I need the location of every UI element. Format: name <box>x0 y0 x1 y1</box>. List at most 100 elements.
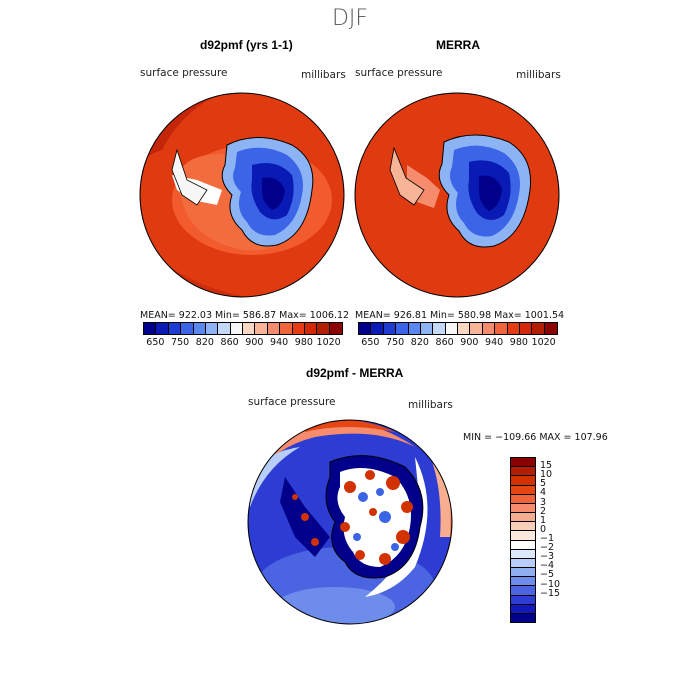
colorbar-tick-label: 820 <box>195 337 214 348</box>
units-label-model: millibars <box>301 69 346 81</box>
colorbar-tick-label: 980 <box>509 337 528 348</box>
colorbar-swatch <box>532 323 545 334</box>
colorbar-swatch <box>511 494 535 504</box>
colorbar-swatch <box>371 323 384 334</box>
colorbar-swatch <box>181 323 194 334</box>
colorbar-swatch <box>511 531 535 541</box>
season-title: DJF <box>331 6 369 31</box>
stats-model: MEAN= 922.03 Min= 586.87 Max= 1006.12 <box>140 310 350 321</box>
colorbar-swatch <box>243 323 256 334</box>
colorbar-swatch <box>495 323 508 334</box>
map-merra-surface-pressure <box>354 92 560 298</box>
colorbar-swatch <box>511 595 535 605</box>
panel-title-obs: MERRA <box>436 38 480 52</box>
map-model-surface-pressure <box>139 92 345 298</box>
colorbar-swatch <box>255 323 268 334</box>
variable-label-model: surface pressure <box>140 67 228 79</box>
colorbar-swatch <box>470 323 483 334</box>
panel-title-model: d92pmf (yrs 1-1) <box>200 38 293 52</box>
colorbar-tick-label: 650 <box>146 337 165 348</box>
colorbar-swatch <box>168 323 182 334</box>
colorbar-tick-label: 940 <box>485 337 504 348</box>
colorbar-ticks-model: 650 750 820 860 900 940 980 1020 <box>143 337 341 349</box>
colorbar-swatch <box>445 323 458 334</box>
colorbar-tick-label: 750 <box>386 337 405 348</box>
colorbar-swatch <box>511 503 535 514</box>
colorbar-swatch <box>458 323 471 334</box>
colorbar-tick-label: 860 <box>220 337 239 348</box>
colorbar-swatch <box>267 323 281 334</box>
colorbar-tick-label: 900 <box>460 337 479 348</box>
colorbar-swatch <box>396 323 409 334</box>
colorbar-obs <box>358 322 558 335</box>
colorbar-tick-label: −3 <box>540 551 555 563</box>
colorbar-tick-label: 980 <box>294 337 313 348</box>
colorbar-swatch <box>383 323 397 334</box>
colorbar-model <box>143 322 343 335</box>
colorbar-tick-label: 860 <box>435 337 454 348</box>
colorbar-swatch <box>329 323 342 334</box>
colorbar-tick-label: −5 <box>540 569 555 581</box>
colorbar-swatch <box>511 558 535 569</box>
colorbar-tick-label: 1020 <box>531 337 556 348</box>
colorbar-swatch <box>511 458 535 468</box>
colorbar-swatch <box>144 323 157 334</box>
colorbar-swatch <box>511 549 535 559</box>
colorbar-tick-label: 940 <box>270 337 289 348</box>
colorbar-swatch <box>317 323 330 334</box>
colorbar-difference <box>510 457 536 623</box>
colorbar-tick-label: 820 <box>410 337 429 348</box>
units-label-obs: millibars <box>516 69 561 81</box>
colorbar-tick-label: −15 <box>540 587 561 599</box>
colorbar-swatch <box>280 323 293 334</box>
colorbar-swatch <box>544 323 557 334</box>
colorbar-swatch <box>511 467 535 477</box>
colorbar-swatch <box>511 513 535 523</box>
colorbar-swatch <box>218 323 231 334</box>
colorbar-tick-label: 3 <box>540 496 547 508</box>
stats-obs: MEAN= 926.81 Min= 580.98 Max= 1001.54 <box>355 310 565 321</box>
colorbar-swatch <box>511 568 535 578</box>
colorbar-swatch <box>511 540 535 550</box>
colorbar-tick-label: 2 <box>540 505 547 517</box>
colorbar-tick-label: −4 <box>540 560 555 572</box>
variable-label-diff: surface pressure <box>248 396 336 408</box>
colorbar-tick-label: −10 <box>540 578 561 590</box>
colorbar-swatch <box>511 586 535 596</box>
colorbar-swatch <box>482 323 496 334</box>
colorbar-swatch <box>292 323 305 334</box>
colorbar-tick-label: 750 <box>171 337 190 348</box>
colorbar-swatch <box>156 323 169 334</box>
colorbar-tick-label: 650 <box>361 337 380 348</box>
colorbar-swatch <box>433 323 446 334</box>
stats-diff: MIN = −109.66 MAX = 107.96 <box>463 432 608 443</box>
colorbar-tick-label: 900 <box>245 337 264 348</box>
colorbar-swatch <box>511 485 535 495</box>
colorbar-swatch <box>205 323 219 334</box>
colorbar-swatch <box>511 476 535 486</box>
colorbar-swatch <box>519 323 533 334</box>
colorbar-swatch <box>193 323 206 334</box>
colorbar-swatch <box>408 323 421 334</box>
colorbar-tick-label: 10 <box>540 469 553 481</box>
colorbar-swatch <box>511 577 535 587</box>
units-label-diff: millibars <box>408 399 453 411</box>
variable-label-obs: surface pressure <box>355 67 443 79</box>
colorbar-ticks-difference: 15 10 5 4 3 2 1 0 −1 −2 −3 −4 −5 −10 −15 <box>540 457 580 621</box>
colorbar-swatch <box>511 522 535 532</box>
colorbar-tick-label: −2 <box>540 542 555 554</box>
colorbar-swatch <box>511 613 535 623</box>
colorbar-swatch <box>230 323 243 334</box>
colorbar-tick-label: 1 <box>540 514 547 526</box>
colorbar-ticks-obs: 650 750 820 860 900 940 980 1020 <box>358 337 556 349</box>
colorbar-tick-label: −1 <box>540 533 555 544</box>
colorbar-tick-label: 5 <box>540 478 547 490</box>
map-difference-surface-pressure <box>247 419 453 625</box>
panel-title-diff: d92pmf - MERRA <box>306 366 404 380</box>
colorbar-swatch <box>359 323 372 334</box>
colorbar-swatch <box>511 604 535 614</box>
colorbar-swatch <box>507 323 520 334</box>
colorbar-tick-label: 1020 <box>316 337 341 348</box>
colorbar-swatch <box>420 323 434 334</box>
colorbar-tick-label: 15 <box>540 460 553 472</box>
